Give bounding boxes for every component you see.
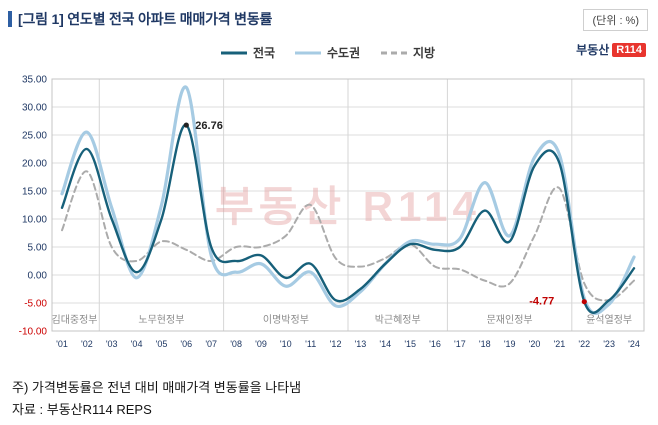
y-tick-label: 10.00 (22, 215, 47, 226)
x-tick-label: '14 (379, 339, 391, 349)
series-lines (60, 85, 636, 315)
period-label: 노무현정부 (138, 314, 184, 326)
x-tick-label: '23 (603, 339, 615, 349)
unit-label: (단위 : %) (583, 9, 648, 31)
x-tick-label: '21 (554, 339, 566, 349)
government-periods: 김대중정부 노무현정부 이명박정부 박근혜정부 문재인정부 윤석열정부 (52, 79, 632, 331)
x-tick-label: '20 (529, 339, 541, 349)
brand-logo-badge: R114 (612, 42, 646, 57)
x-tick-label: '13 (355, 339, 367, 349)
x-tick-label: '01 (56, 339, 68, 349)
x-tick-label: '18 (479, 339, 491, 349)
metro-line (60, 85, 636, 315)
national-line (60, 123, 636, 314)
brand-logo-text: 부동산 (576, 43, 610, 57)
brand-logo: 부동산 R114 (576, 41, 646, 58)
x-tick-label: '06 (180, 339, 192, 349)
title-wrap: [그림 1] 연도별 전국 아파트 매매가격 변동률 (8, 9, 272, 29)
x-tick-label: '24 (628, 339, 640, 349)
y-tick-label: 20.00 (22, 159, 47, 170)
footnotes: 주) 가격변동률은 전년 대비 매매가격 변동률을 나타냄 자료 : 부동산R1… (0, 367, 658, 418)
x-tick-label: '08 (230, 339, 242, 349)
legend-label-national: 전국 (253, 45, 275, 60)
annotations: 26.76 -4.77 (183, 120, 587, 308)
y-tick-label: 5.00 (28, 243, 48, 254)
y-tick-label: 30.00 (22, 103, 47, 114)
legend-label-regional: 지방 (413, 45, 435, 60)
footnote-method: 주) 가격변동률은 전년 대비 매매가격 변동률을 나타냄 (12, 380, 302, 395)
y-tick-label: 15.00 (22, 187, 47, 198)
x-tick-label: '19 (504, 339, 516, 349)
x-tick-label: '05 (156, 339, 168, 349)
x-tick-label: '07 (205, 339, 217, 349)
x-tick-label: '15 (404, 339, 416, 349)
period-label: 윤석열정부 (586, 314, 632, 326)
chart-area: 부동산 R114 -10.00 -5.00 0.00 5.00 10.00 15.00 20… (6, 35, 652, 367)
x-tick-label: '22 (578, 339, 590, 349)
title-accent-bar (8, 11, 12, 27)
y-tick-label: 0.00 (28, 271, 48, 282)
legend: 전국 수도권 지방 (221, 45, 435, 60)
x-tick-label: '09 (255, 339, 267, 349)
plot-border (51, 78, 645, 332)
x-tick-label: '10 (280, 339, 292, 349)
x-tick-label: '17 (454, 339, 466, 349)
figure-title: [그림 1] 연도별 전국 아파트 매매가격 변동률 (18, 11, 273, 27)
period-label: 김대중정부 (52, 314, 98, 326)
annotation-label: -4.77 (529, 296, 554, 308)
period-label: 박근혜정부 (375, 314, 421, 326)
y-tick-label: 25.00 (22, 131, 47, 142)
footnote-source: 자료 : 부동산R114 REPS (12, 402, 152, 417)
watermark-text: 부동산 R114 (215, 183, 481, 230)
regional-line (61, 170, 635, 302)
annotation-label: 26.76 (195, 120, 223, 132)
legend-label-metro: 수도권 (327, 46, 360, 60)
x-tick-label: '11 (305, 339, 316, 349)
x-tick-label: '03 (106, 339, 118, 349)
y-tick-label: 35.00 (22, 75, 47, 86)
y-tick-label: -10.00 (19, 327, 48, 338)
figure-header: [그림 1] 연도별 전국 아파트 매매가격 변동률 (단위 : %) (0, 0, 658, 33)
x-axis: '01 '02 '03 '04 '05 '06 '07 '08 '09 '10 '11 '12 '13 '… (56, 339, 640, 349)
x-tick-label: '12 (330, 339, 342, 349)
annotation-dot (183, 122, 189, 128)
period-label: 이명박정부 (263, 314, 309, 326)
line-chart: -10.00 -5.00 0.00 5.00 10.00 15.00 20.00 25.00 3… (19, 45, 645, 349)
period-label: 문재인정부 (487, 314, 533, 326)
annotation-dot (581, 299, 587, 305)
x-tick-label: '16 (429, 339, 441, 349)
x-tick-label: '04 (131, 339, 143, 349)
y-tick-label: -5.00 (24, 299, 47, 310)
x-tick-label: '02 (81, 339, 93, 349)
